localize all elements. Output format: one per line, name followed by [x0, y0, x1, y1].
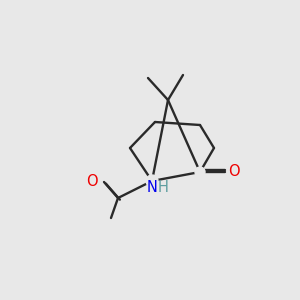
Text: N: N [147, 179, 158, 194]
Text: O: O [228, 164, 240, 179]
Circle shape [146, 175, 158, 187]
Text: O: O [86, 175, 98, 190]
Circle shape [195, 167, 205, 177]
Text: H: H [158, 179, 168, 194]
